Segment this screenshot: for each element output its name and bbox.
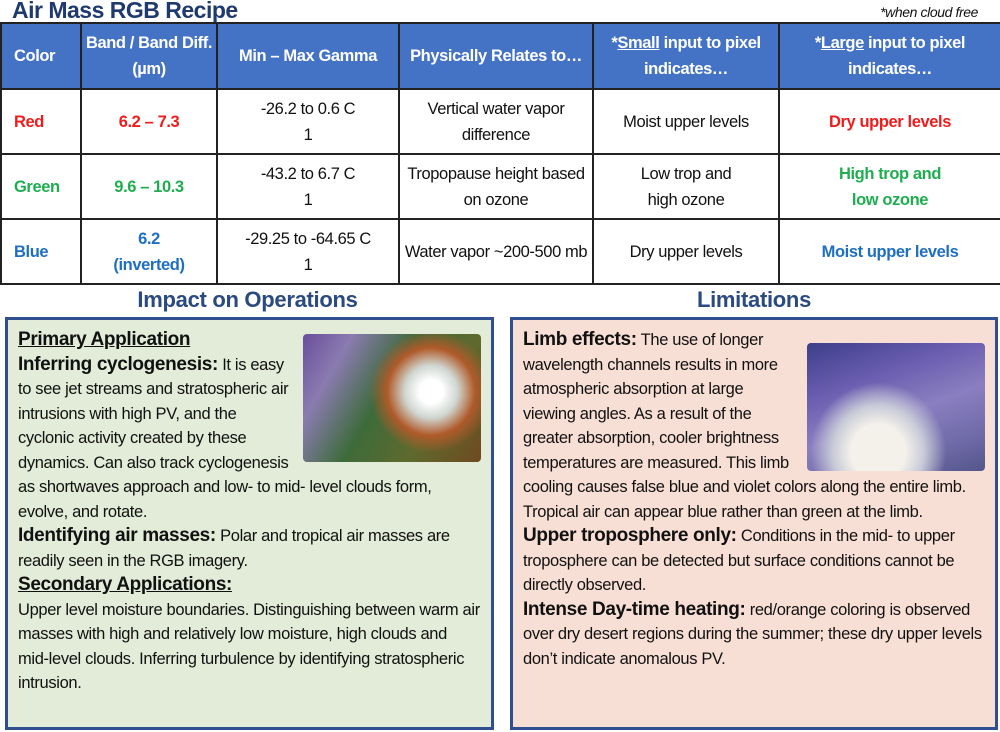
limb-effects-text: Limb effects: The use of longer waveleng… (523, 329, 966, 521)
limitations-panel: Limb effects: The use of longer waveleng… (510, 317, 998, 730)
cell-color: Blue (0, 218, 82, 285)
daytime-heating-text: Intense Day-time heating: red/orange col… (523, 598, 982, 668)
cell-large: High trop and low ozone (778, 153, 1000, 220)
cyclone-satellite-image (303, 334, 481, 462)
cell-band: 6.2 – 7.3 (80, 88, 218, 155)
cell-relates: Tropopause height based on ozone (398, 153, 594, 220)
cell-color: Green (0, 153, 82, 220)
header-relates: Physically Relates to… (398, 22, 594, 90)
impact-panel: Primary Application Inferring cyclogenes… (5, 317, 494, 730)
page-title: Air Mass RGB Recipe (12, 0, 238, 23)
upper-troposphere-text: Upper troposphere only: Conditions in th… (523, 525, 955, 594)
air-masses-text: Identifying air masses: Polar and tropic… (18, 525, 450, 570)
primary-heading: Primary Application (18, 329, 191, 350)
impact-heading: Impact on Operations (137, 287, 358, 312)
header-band: Band / Band Diff. (µm) (80, 22, 218, 90)
cell-large: Moist upper levels (778, 218, 1000, 285)
cloud-free-note: *when cloud free (880, 4, 978, 20)
header-range: Min – Max Gamma (216, 22, 400, 90)
cell-small: Moist upper levels (592, 88, 780, 155)
secondary-heading: Secondary Applications: (18, 574, 233, 595)
table-header-row: Color Band / Band Diff. (µm) Min – Max G… (0, 22, 1000, 90)
cell-large: Dry upper levels (778, 88, 1000, 155)
cell-relates: Vertical water vapor difference (398, 88, 594, 155)
recipe-table: Color Band / Band Diff. (µm) Min – Max G… (0, 22, 1000, 285)
header-small: *Small input to pixel indicates… (592, 22, 780, 90)
cell-band: 6.2 (inverted) (80, 218, 218, 285)
header-large: *Large input to pixel indicates… (778, 22, 1000, 90)
cyclogenesis-text: Inferring cyclogenesis: It is easy to se… (18, 353, 432, 521)
cell-color: Red (0, 88, 82, 155)
limb-satellite-image (807, 343, 985, 471)
cell-small: Low trop and high ozone (592, 153, 780, 220)
secondary-text: Upper level moisture boundaries. Disting… (18, 600, 480, 693)
cell-relates: Water vapor ~200-500 mb (398, 218, 594, 285)
cell-band: 9.6 – 10.3 (80, 153, 218, 220)
header-color: Color (0, 22, 82, 90)
cell-small: Dry upper levels (592, 218, 780, 285)
limitations-heading: Limitations (696, 287, 812, 312)
